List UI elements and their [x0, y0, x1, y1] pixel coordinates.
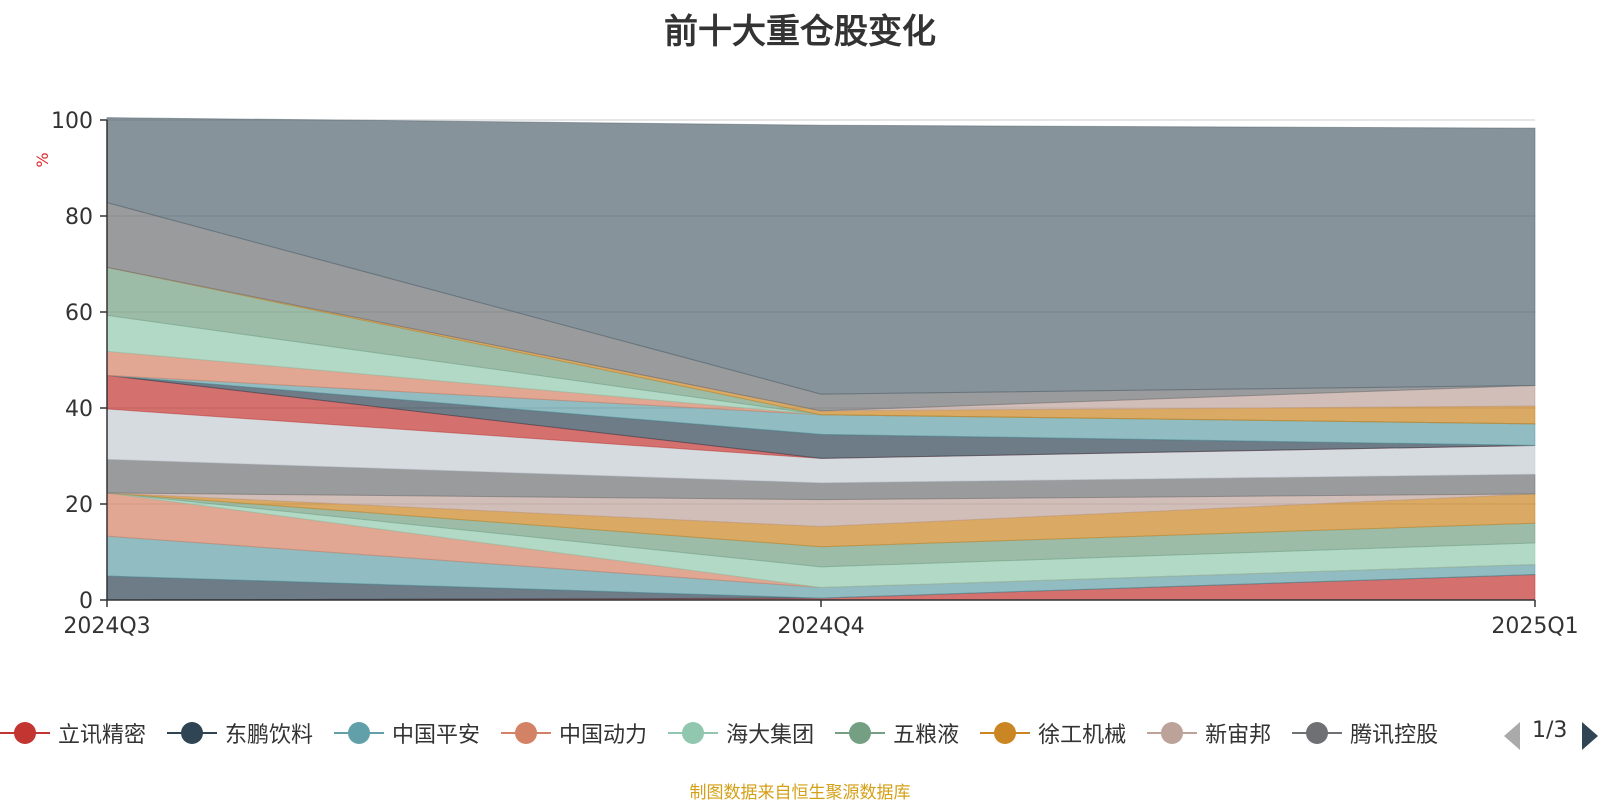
- legend-item[interactable]: 新宙邦: [1147, 717, 1271, 749]
- legend-marker-icon: [0, 721, 50, 745]
- legend-label: 中国动力: [559, 723, 648, 748]
- legend-marker-icon: [1147, 721, 1198, 745]
- pager-prev-arrow-icon[interactable]: [1504, 722, 1520, 750]
- pager-next-arrow-icon[interactable]: [1582, 722, 1598, 750]
- legend-item[interactable]: 五粮液: [835, 717, 959, 749]
- chart-title: 前十大重仓股变化: [664, 12, 936, 52]
- legend-marker-icon: [334, 721, 385, 745]
- y-tick-label: 20: [65, 493, 93, 518]
- y-tick-label: 0: [79, 589, 93, 614]
- y-axis-label: %: [33, 152, 52, 167]
- y-tick-label: 60: [65, 301, 93, 326]
- y-tick-label: 100: [51, 109, 93, 134]
- legend-label: 海大集团: [726, 723, 815, 748]
- legend-marker-icon: [668, 721, 719, 745]
- legend-label: 徐工机械: [1038, 723, 1127, 748]
- legend-marker-icon: [1292, 721, 1343, 745]
- legend-label: 东鹏饮料: [225, 723, 314, 748]
- legend-marker-icon: [167, 721, 218, 745]
- legend-item[interactable]: 海大集团: [668, 717, 814, 749]
- legend: 立讯精密 东鹏饮料 中国平安 中国动力 海大集团 五粮液 徐工机械 新宙邦 腾讯控股: [0, 717, 1480, 753]
- legend-item[interactable]: 腾讯控股: [1292, 717, 1438, 749]
- x-tick-label: 2025Q1: [1491, 614, 1578, 639]
- legend-marker-icon: [980, 721, 1031, 745]
- legend-marker-icon: [835, 721, 886, 745]
- y-tick-label: 40: [65, 397, 93, 422]
- legend-item[interactable]: 徐工机械: [980, 717, 1126, 749]
- legend-item[interactable]: 中国平安: [334, 717, 480, 749]
- legend-label: 立讯精密: [58, 723, 147, 748]
- source-note: 制图数据来自恒生聚源数据库: [689, 783, 911, 803]
- legend-item[interactable]: 中国动力: [501, 717, 647, 749]
- legend-item[interactable]: 立讯精密: [0, 717, 146, 749]
- x-tick-label: 2024Q4: [777, 614, 864, 639]
- legend-item[interactable]: 东鹏饮料: [167, 717, 313, 749]
- x-tick-label: 2024Q3: [63, 614, 150, 639]
- legend-label: 腾讯控股: [1350, 723, 1439, 748]
- legend-label: 中国平安: [392, 723, 481, 748]
- y-tick-label: 80: [65, 205, 93, 230]
- legend-label: 五粮液: [893, 723, 960, 748]
- pager-page-text: 1/3: [1532, 718, 1568, 743]
- legend-marker-icon: [501, 721, 552, 745]
- legend-pager: 1/3: [1500, 718, 1600, 752]
- legend-label: 新宙邦: [1205, 723, 1272, 748]
